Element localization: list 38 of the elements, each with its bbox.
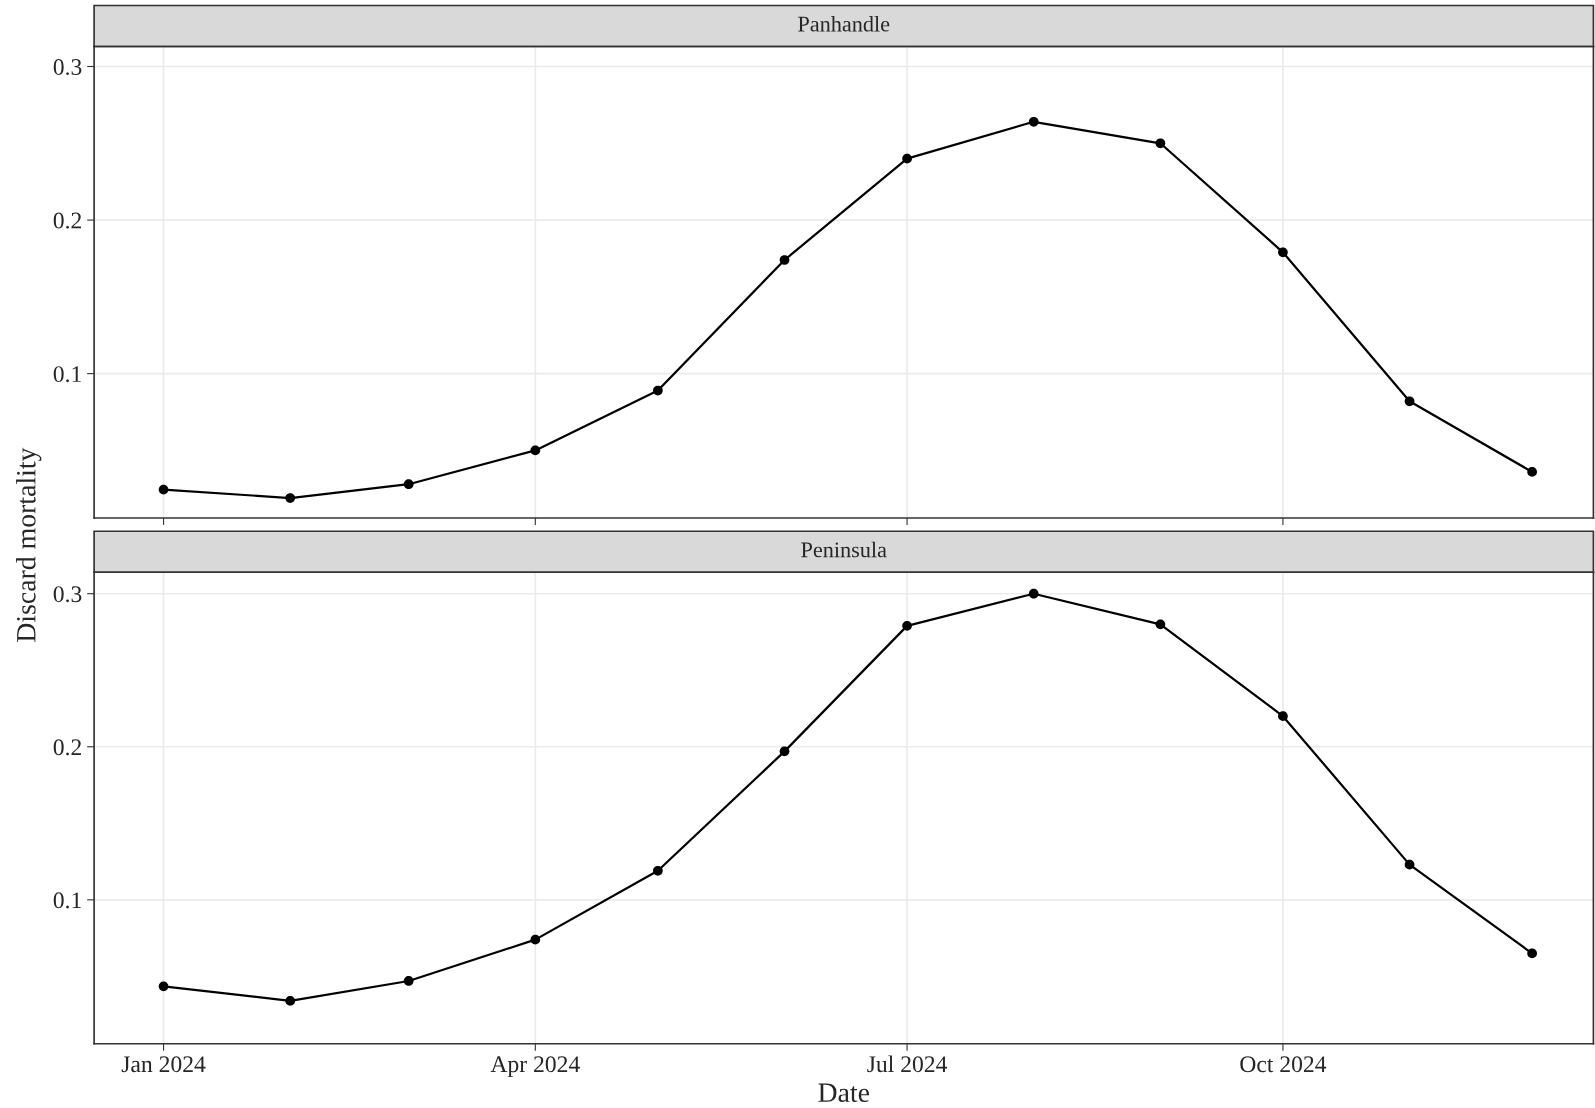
x-tick-label: Jan 2024 [121, 1056, 206, 1073]
point [158, 981, 169, 992]
y-tick-label: 0.3 [53, 586, 82, 603]
point [158, 484, 169, 495]
point [1155, 619, 1166, 630]
point [1527, 948, 1537, 959]
point [902, 153, 912, 164]
x-tick-label: Oct 2024 [1240, 1056, 1327, 1073]
point [285, 493, 296, 503]
point [1155, 138, 1166, 149]
chart-title: Peninsula [801, 541, 887, 558]
point [653, 385, 663, 396]
chart-title: Panhandle [798, 15, 890, 32]
point [779, 255, 790, 265]
point [403, 976, 414, 986]
point [403, 479, 414, 490]
point [530, 934, 541, 945]
point [285, 996, 296, 1006]
y-tick-label: 0.3 [53, 58, 82, 76]
point [530, 445, 541, 456]
point [1527, 467, 1537, 477]
point [902, 621, 912, 631]
x-tick-label: Jul 2024 [867, 1055, 948, 1073]
point [1404, 396, 1415, 407]
x-tick-label: Apr 2024 [490, 1056, 580, 1077]
y-tick-label: 0.1 [53, 892, 81, 909]
point [1028, 116, 1039, 127]
y-tick-label: 0.2 [53, 739, 81, 756]
point [1278, 247, 1288, 258]
y-tick-label: 0.2 [53, 212, 81, 229]
x-axis-title: Date [818, 1083, 870, 1103]
point [1404, 859, 1415, 870]
y-tick-label: 0.1 [53, 366, 81, 383]
point [1028, 588, 1039, 599]
point [653, 865, 663, 876]
y-axis-title: Discard mortality [16, 447, 42, 642]
point [1278, 711, 1288, 722]
point [779, 746, 790, 757]
